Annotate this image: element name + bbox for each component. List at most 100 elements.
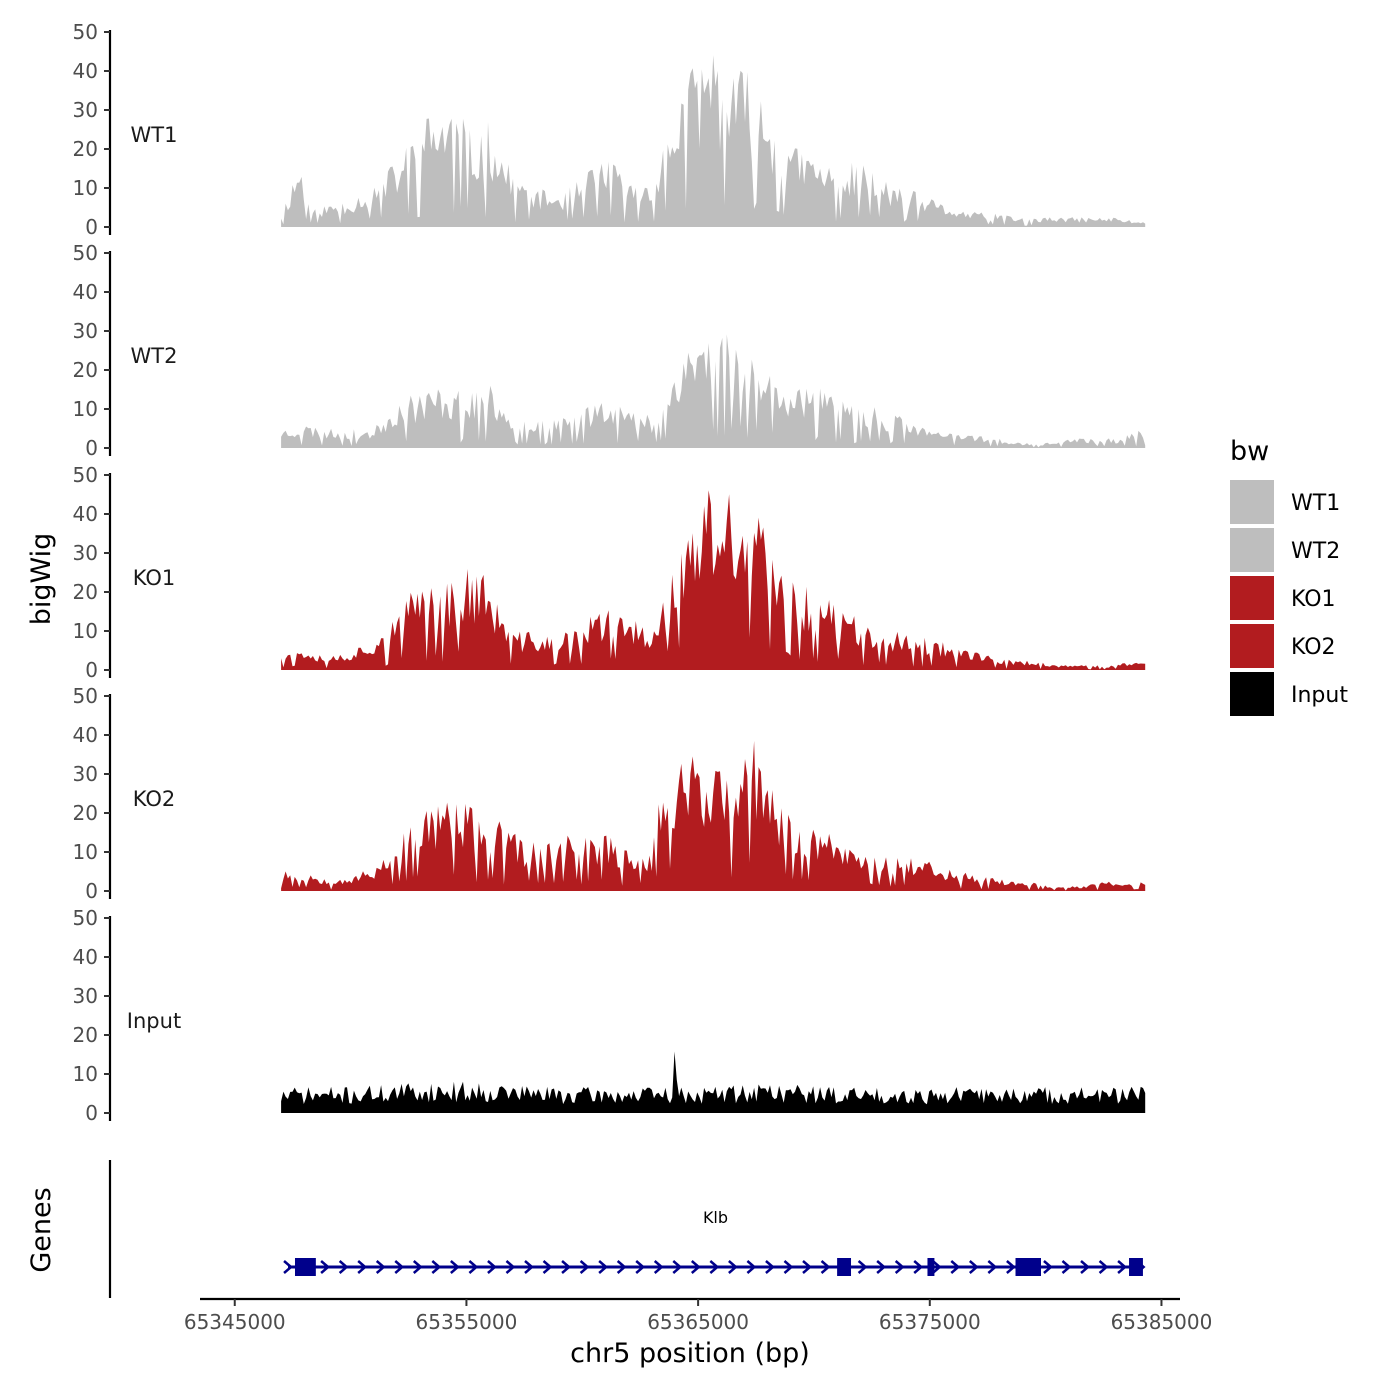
legend-label-wt1: WT1	[1291, 491, 1340, 516]
y-tick-label: 0	[85, 879, 98, 903]
x-tick-label: 65375000	[879, 1310, 981, 1334]
track-ko2: 0 10 20 30 40 50 KO2	[73, 684, 1146, 903]
strand-arrow	[987, 1260, 998, 1274]
y-tick-label: 30	[73, 98, 98, 122]
x-tick-label: 65355000	[416, 1310, 518, 1334]
strand-arrow	[598, 1260, 609, 1274]
strand-arrow	[653, 1260, 664, 1274]
strand-arrow	[450, 1260, 460, 1274]
strand-arrow	[876, 1260, 887, 1274]
strand-arrow	[524, 1260, 534, 1274]
legend-swatch-input	[1230, 672, 1274, 716]
exon	[927, 1258, 935, 1276]
coverage-area-wt2	[281, 334, 1146, 448]
track-input: 0 10 20 30 40 50 Input	[73, 906, 1146, 1125]
x-tick-label: 65365000	[647, 1310, 749, 1334]
strand-arrow	[357, 1260, 368, 1274]
track-wt1: 0 10 20 30 40 50 WT1	[73, 20, 1146, 239]
strand-arrow	[1043, 1260, 1053, 1274]
y-tick-label: 20	[73, 580, 98, 604]
y-tick-label: 10	[73, 619, 98, 643]
strand-arrow	[542, 1260, 553, 1274]
y-tick-label: 40	[73, 723, 98, 747]
y-tick-label: 40	[73, 59, 98, 83]
gene-label: Klb	[703, 1208, 728, 1227]
y-tick-label: 0	[85, 215, 98, 239]
strand-arrow	[1098, 1260, 1109, 1274]
strand-arrow	[728, 1260, 738, 1274]
exon	[294, 1258, 316, 1276]
strand-arrow	[709, 1260, 720, 1274]
y-tick-label: 30	[73, 319, 98, 343]
strand-arrow	[283, 1260, 293, 1274]
strand-arrow	[857, 1260, 868, 1274]
strand-arrow	[820, 1260, 831, 1274]
strand-arrow	[468, 1260, 479, 1274]
y-tick-label: 10	[73, 840, 98, 864]
track-label-input: Input	[127, 1009, 181, 1033]
y-tick-label: 20	[73, 358, 98, 382]
gene-panel: Klb	[108, 1160, 1146, 1298]
legend: bw WT1 WT2 KO1 KO2 Input	[1230, 436, 1348, 716]
y-tick-label: 50	[73, 20, 98, 44]
y-tick-label: 10	[73, 176, 98, 200]
strand-arrow	[690, 1260, 701, 1274]
strand-arrow	[894, 1260, 905, 1274]
track-ko1: 0 10 20 30 40 50 KO1	[73, 463, 1146, 682]
legend-label-ko1: KO1	[1291, 587, 1336, 612]
strand-arrow	[320, 1260, 331, 1274]
strand-arrow	[746, 1260, 757, 1274]
y-tick-label: 0	[85, 658, 98, 682]
strand-arrow	[561, 1260, 571, 1274]
coverage-area-ko1	[281, 490, 1146, 670]
legend-swatch-wt2	[1230, 528, 1274, 572]
legend-swatch-ko2	[1230, 624, 1274, 668]
strand-arrow	[1080, 1260, 1090, 1274]
legend-label-wt2: WT2	[1291, 539, 1340, 564]
strand-arrow	[1117, 1260, 1128, 1274]
strand-arrow	[338, 1260, 349, 1274]
strand-arrow	[672, 1260, 683, 1274]
legend-label-ko2: KO2	[1291, 635, 1336, 660]
y-tick-label: 20	[73, 137, 98, 161]
y-tick-label: 30	[73, 541, 98, 565]
strand-arrow	[765, 1260, 775, 1274]
legend-swatch-ko1	[1230, 576, 1274, 620]
strand-arrow	[635, 1260, 646, 1274]
x-tick-label: 65385000	[1111, 1310, 1213, 1334]
y-tick-label: 20	[73, 801, 98, 825]
coverage-tracks: 0 10 20 30 40 50 WT1 0 10 20 30 40 50 WT2 0 10 20 30 40 50 K…	[73, 20, 1146, 1125]
strand-arrow	[487, 1260, 497, 1274]
y-axis-title: bigWig	[26, 533, 57, 626]
exon	[1015, 1258, 1041, 1276]
strand-arrow	[505, 1260, 516, 1274]
strand-arrow	[394, 1260, 405, 1274]
exon	[1129, 1258, 1143, 1276]
x-axis-title: chr5 position (bp)	[570, 1338, 810, 1369]
y-tick-label: 50	[73, 241, 98, 265]
strand-arrow	[913, 1260, 924, 1274]
strand-arrow	[950, 1260, 961, 1274]
strand-arrow	[968, 1260, 979, 1274]
track-label-wt1: WT1	[131, 123, 178, 147]
x-axis: 65345000 65355000 65365000 65375000 65385000	[184, 1297, 1213, 1334]
x-tick-label: 65345000	[184, 1310, 286, 1334]
strand-arrow	[931, 1260, 942, 1274]
strand-arrow	[783, 1260, 794, 1274]
coverage-area-input	[281, 1051, 1146, 1113]
y-tick-label: 30	[73, 762, 98, 786]
y-tick-label: 20	[73, 1023, 98, 1047]
y-tick-label: 50	[73, 684, 98, 708]
y-tick-label: 0	[85, 1101, 98, 1125]
y-tick-label: 30	[73, 984, 98, 1008]
track-label-wt2: WT2	[131, 344, 178, 368]
coverage-area-ko2	[281, 740, 1146, 891]
y-tick-label: 40	[73, 502, 98, 526]
strand-arrow	[579, 1260, 590, 1274]
strand-arrow	[431, 1260, 442, 1274]
strand-arrow	[1061, 1260, 1072, 1274]
y-tick-label: 10	[73, 397, 98, 421]
exon	[837, 1258, 852, 1276]
genes-axis-title: Genes	[26, 1187, 57, 1272]
